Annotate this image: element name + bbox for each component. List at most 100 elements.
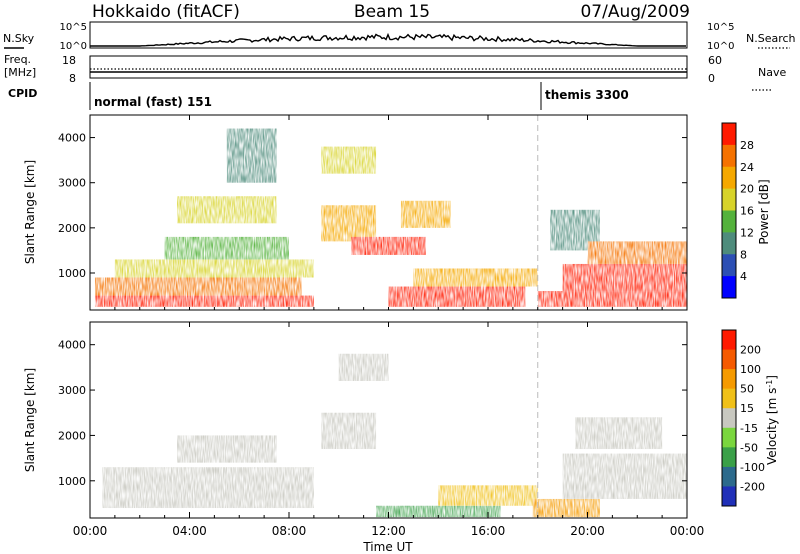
cpid-program-normal: normal (fast) 151	[94, 95, 212, 109]
y-tick-label: 1000	[58, 267, 86, 280]
y-tick-label: 3000	[58, 177, 86, 190]
scatter-region	[400, 200, 451, 228]
colorbar-tick-label: 16	[740, 205, 754, 218]
x-tick-label: 04:00	[172, 524, 207, 538]
colorbar-tick-label: -15	[740, 422, 758, 435]
colorbar-swatch	[722, 447, 736, 468]
scatter-region	[321, 412, 377, 450]
scatter-region	[94, 277, 302, 296]
scatter-region	[177, 435, 277, 463]
colorbar-tick-label: 15	[740, 402, 754, 415]
colorbar-tick-label: 28	[740, 139, 754, 152]
scatter-region	[376, 505, 501, 518]
colorbar-swatch	[722, 210, 736, 233]
scatter-region	[114, 259, 314, 278]
x-tick-label: 00:00	[73, 524, 108, 538]
colorbar-swatch	[722, 166, 736, 190]
nsky-tick-top: 10^5	[60, 22, 87, 33]
nsky-tick-bottom: 10^0	[60, 41, 87, 52]
power-ylabel: Slant Range [km]	[23, 160, 37, 264]
scatter-region	[575, 417, 663, 450]
scatter-region	[388, 286, 526, 307]
colorbar-tick-label: 200	[740, 344, 761, 357]
scatter-region	[94, 295, 314, 307]
power-colorbar: 4 8 12 16 20 24 28	[721, 122, 754, 299]
cpid-program-themis: themis 3300	[545, 88, 629, 102]
colorbar-swatch	[722, 254, 736, 277]
nsearch-tick-top: 10^5	[707, 22, 734, 33]
colorbar-swatch	[722, 349, 736, 370]
colorbar-swatch	[722, 427, 736, 448]
freq-tick-bottom: 8	[69, 72, 76, 85]
colorbar-tick-label: 24	[740, 161, 754, 174]
x-tick-label: 20:00	[570, 524, 605, 538]
colorbar-swatch	[722, 232, 736, 255]
colorbar-tick-label: 8	[740, 248, 747, 261]
colorbar-swatch	[722, 486, 736, 507]
freq-tick-top: 18	[62, 54, 76, 67]
scatter-region	[438, 485, 538, 506]
nsky-trace	[90, 32, 686, 47]
nsearch-label: N.Search	[746, 32, 796, 45]
colorbar-tick-label: 12	[740, 226, 754, 239]
colorbar-swatch	[722, 144, 736, 168]
colorbar-tick-label: -200	[740, 480, 765, 493]
x-tick-label: 00:00	[670, 524, 705, 538]
scatter-region	[532, 498, 600, 518]
scatter-region	[562, 263, 687, 292]
y-tick-label: 2000	[58, 222, 86, 235]
colorbar-swatch	[722, 369, 736, 390]
scatter-region	[177, 196, 277, 224]
freq-unit: [MHz]	[4, 66, 36, 79]
colorbar-tick-label: -100	[740, 461, 765, 474]
date-label: 07/Aug/2009	[580, 2, 690, 22]
velocity-y-axis: 1000 2000 3000 4000	[58, 339, 687, 488]
scatter-region	[587, 241, 687, 264]
colorbar-swatch	[722, 188, 736, 211]
scatter-region	[351, 236, 426, 255]
colorbar-swatch	[722, 123, 736, 146]
scatter-region	[338, 353, 389, 381]
colorbar-swatch	[722, 388, 736, 409]
nsearch-tick-bottom: 10^0	[707, 41, 734, 52]
scatter-region	[413, 268, 538, 287]
velocity-ylabel: Slant Range [km]	[23, 368, 37, 472]
cpid-strip: CPID normal (fast) 151 themis 3300	[8, 82, 629, 110]
velocity-colorbar-label: Velocity [m s-1]	[765, 375, 780, 465]
time-xlabel: Time UT	[362, 540, 413, 554]
beam-label: Beam 15	[354, 2, 430, 22]
colorbar-tick-label: 20	[740, 183, 754, 196]
x-tick-label: 08:00	[272, 524, 307, 538]
velocity-colorbar: 200 100 50 15 -15 -50 -100 -200	[721, 329, 765, 507]
scatter-region	[102, 467, 314, 509]
power-colorbar-label: Power [dB]	[757, 179, 771, 244]
x-tick-label: 16:00	[471, 524, 506, 538]
y-tick-label: 4000	[58, 339, 86, 352]
cpid-label: CPID	[8, 87, 37, 100]
nave-tick-top: 60	[708, 54, 722, 67]
colorbar-tick-label: -50	[740, 441, 758, 454]
y-tick-label: 4000	[58, 132, 86, 145]
freq-label: Freq.	[4, 53, 31, 66]
nsky-strip: N.Sky 10^5 10^0 10^5 10^0 N.Search	[3, 21, 796, 52]
colorbar-tick-label: 4	[740, 270, 747, 283]
scatter-region	[164, 236, 289, 260]
nsky-label: N.Sky	[3, 32, 35, 45]
nave-label: Nave	[758, 66, 786, 79]
colorbar-swatch	[722, 276, 736, 299]
colorbar-tick-label: 100	[740, 363, 761, 376]
scatter-region	[537, 291, 687, 307]
x-tick-label: 12:00	[371, 524, 406, 538]
freq-strip: Freq. [MHz] 18 8 60 0 Nave	[4, 53, 786, 91]
scatter-region	[562, 453, 687, 499]
colorbar-frame	[721, 122, 737, 299]
scatter-region	[321, 205, 377, 242]
y-tick-label: 1000	[58, 475, 86, 488]
y-tick-label: 2000	[58, 429, 86, 442]
y-tick-label: 3000	[58, 384, 86, 397]
colorbar-swatch	[722, 466, 736, 487]
power-data-layer	[94, 128, 687, 307]
colorbar-tick-label: 50	[740, 383, 754, 396]
scatter-region	[321, 146, 377, 174]
